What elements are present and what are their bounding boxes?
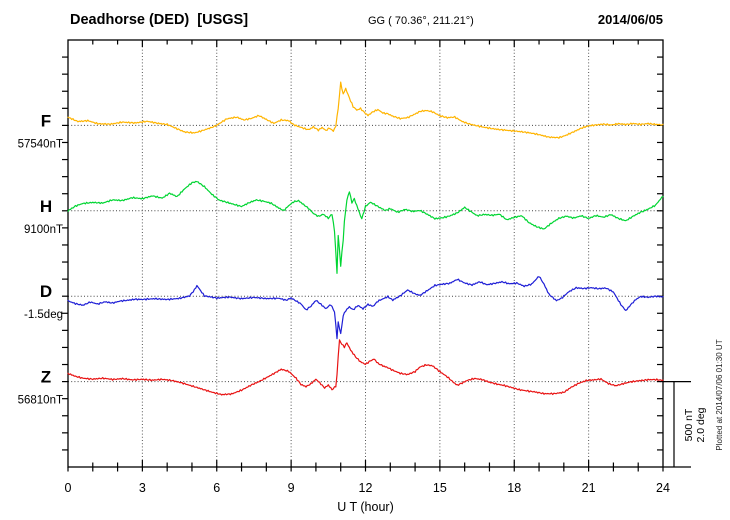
plot-date: 2014/06/05	[598, 12, 663, 27]
plot-generated-layer: 0 3 6 9 12 15 18 21 24 F 57540nT H 9100nT D -1.5deg Z 56…	[18, 39, 691, 495]
scale-bar-nt-label: 500 nT	[683, 408, 695, 441]
station-title: Deadhorse (DED) [USGS]	[70, 12, 248, 28]
channel-label-H: H	[40, 197, 52, 216]
channel-label-F: F	[41, 111, 51, 130]
x-tick-label-12: 12	[359, 481, 373, 495]
channel-value-Z: 56810nT	[18, 395, 63, 407]
trace-Z	[67, 339, 664, 396]
channel-value-D: -1.5deg	[24, 309, 63, 321]
x-tick-label-24: 24	[656, 481, 670, 495]
trace-H	[67, 180, 664, 274]
trace-D	[67, 276, 664, 340]
x-tick-label-21: 21	[582, 481, 596, 495]
x-tick-label-18: 18	[507, 481, 521, 495]
x-tick-label-15: 15	[433, 481, 447, 495]
scale-bar-deg-label: 2.0 deg	[695, 407, 707, 442]
x-tick-label-9: 9	[288, 481, 295, 495]
x-tick-label-6: 6	[213, 481, 220, 495]
channel-value-F: 57540nT	[18, 138, 63, 150]
channel-label-D: D	[40, 282, 52, 301]
trace-F	[67, 81, 664, 139]
channel-value-H: 9100nT	[24, 224, 63, 236]
x-axis-label: U T (hour)	[337, 500, 394, 514]
x-tick-label-0: 0	[65, 481, 72, 495]
channel-label-Z: Z	[41, 368, 51, 387]
x-tick-label-3: 3	[139, 481, 146, 495]
gg-coordinates: GG ( 70.36°, 211.21°)	[368, 15, 474, 27]
plotted-at-note: Plotted at 2014/07/06 01:30 UT	[715, 339, 724, 450]
